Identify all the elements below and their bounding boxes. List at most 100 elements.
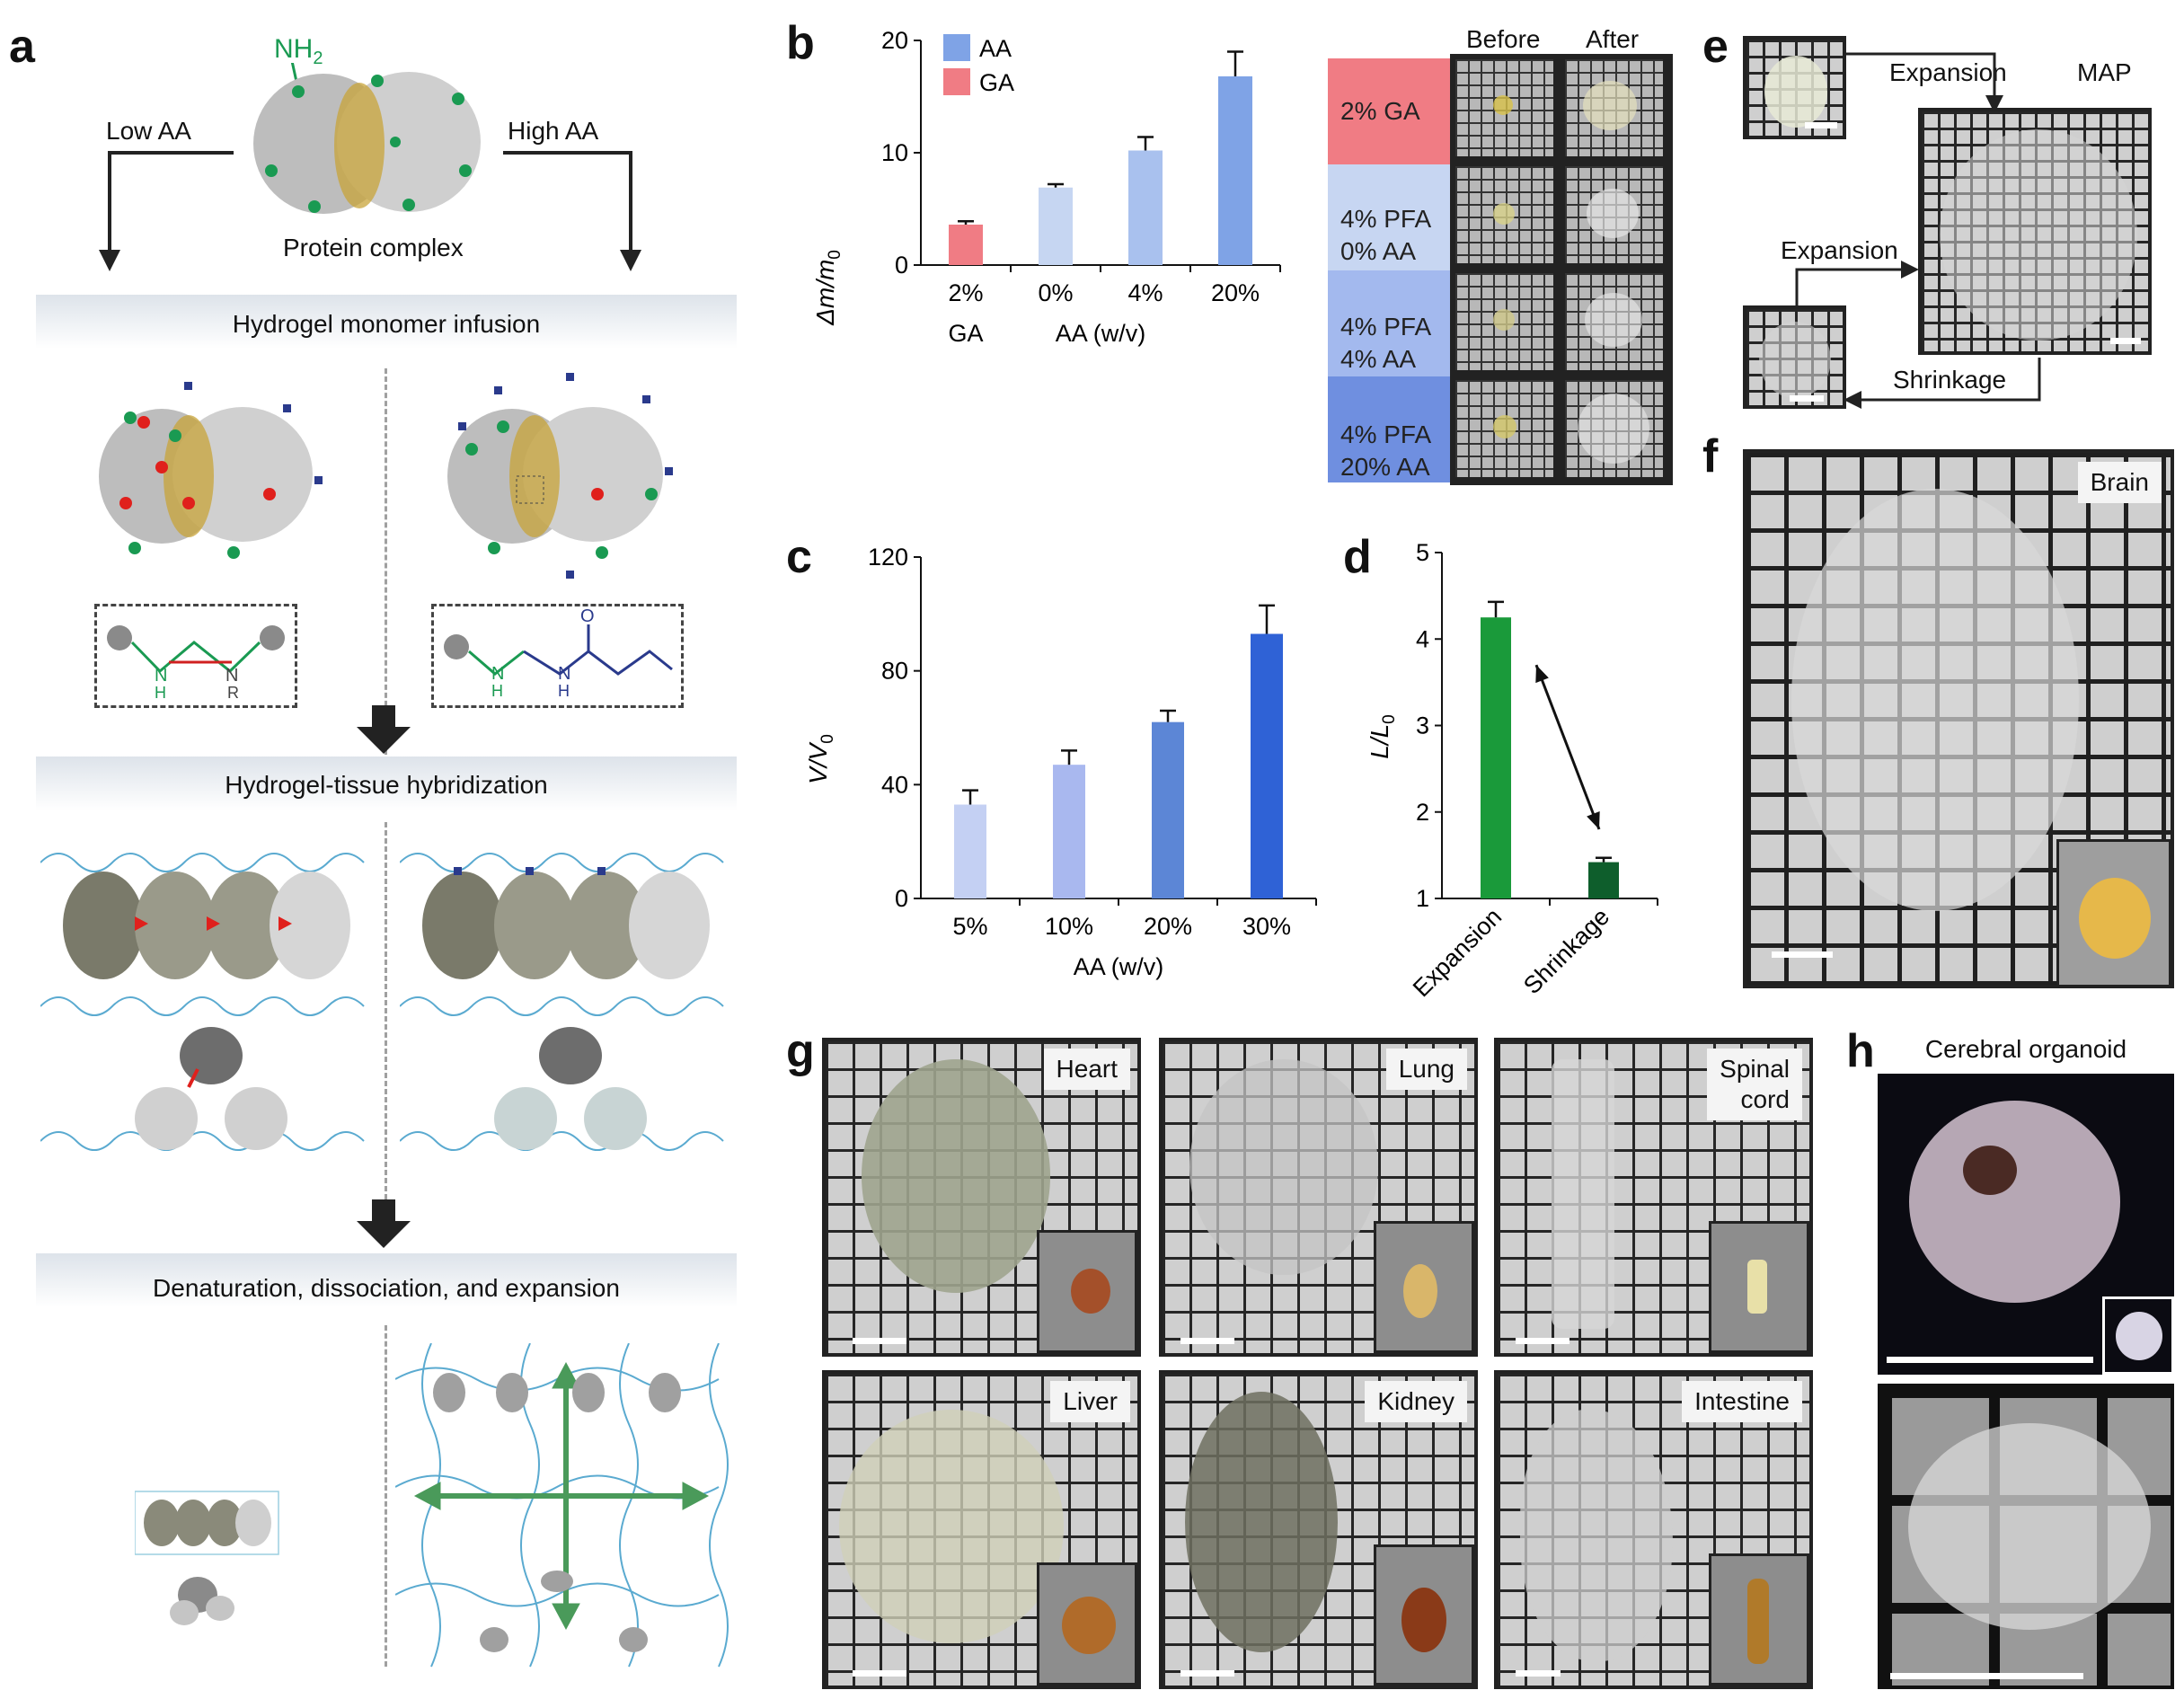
- low-aa-infusion-illustration: [99, 382, 323, 559]
- c-ytick-label: 120: [868, 544, 908, 571]
- d-bar: [1481, 617, 1511, 898]
- b-xtick-label: 4%: [1127, 279, 1163, 306]
- b-bar: [1218, 76, 1252, 265]
- low-aa-denatured-illustration: [135, 1491, 279, 1625]
- d-ytick-label: 3: [1416, 712, 1429, 739]
- chart-b: Δm/m0 0 10 20 2% 0% 4% 20% GA AA (w/v) AA GA: [811, 27, 1281, 347]
- g-spinal-cord-inset: [1709, 1221, 1809, 1353]
- g-liver-inset: [1037, 1562, 1137, 1686]
- e-expansion-top-label: Expansion: [1889, 58, 2007, 86]
- d-xtick-label: Shrinkage: [1518, 903, 1614, 999]
- condition-pfa0-bg: [1328, 164, 1454, 270]
- b-xtick-label: 20%: [1211, 279, 1260, 306]
- chart-b-ylabel: Δm/m0: [811, 250, 844, 326]
- high-aa-infusion-illustration: [447, 373, 673, 579]
- c-bar: [954, 804, 986, 898]
- b-ytick-label: 0: [895, 252, 908, 279]
- e-shrunk-tissue: [1743, 305, 1846, 409]
- c-xtick-label: 20%: [1144, 913, 1192, 940]
- c-bar: [1251, 633, 1283, 898]
- c-bar: [1152, 721, 1184, 898]
- condition-pfa20-bg: [1328, 376, 1454, 482]
- condition-label-2: 4% PFA 0% AA: [1340, 205, 1432, 265]
- high-aa-hybrid-illustration: [400, 853, 724, 1151]
- g-intestine-image: Intestine: [1494, 1370, 1813, 1689]
- chem-structure-high: N H N H O: [431, 604, 684, 708]
- d-arrowhead-start: [1535, 665, 1549, 684]
- g-kidney-inset: [1374, 1544, 1474, 1686]
- f-expanded-brain: [1791, 489, 2079, 911]
- b-ytick-label: 10: [881, 139, 908, 166]
- g-lung-image: Lung: [1159, 1038, 1478, 1357]
- panel-label-e: e: [1702, 21, 1729, 73]
- panel-a: NH2 Protein complex Low AA High AA Hydro…: [0, 0, 773, 1699]
- branch-arrows: [99, 151, 641, 271]
- panel-label-d: d: [1343, 531, 1372, 583]
- condition-pfa4-bg: [1328, 270, 1454, 376]
- h-scale-bar: [1887, 1357, 2093, 1363]
- divider-3: [385, 1325, 387, 1667]
- d-ytick-label: 5: [1416, 539, 1429, 566]
- panel-e: Expansion MAP Expansion Shrinkage: [1743, 18, 2174, 413]
- c-xlabel: AA (w/v): [1074, 953, 1164, 980]
- c-bar: [1053, 765, 1085, 898]
- d-ytick-label: 2: [1416, 799, 1429, 826]
- g-spinal-cord-label: Spinal cord: [1707, 1049, 1802, 1120]
- protein-complex-label: Protein complex: [283, 234, 464, 261]
- d-xtick-label: Expansion: [1408, 903, 1507, 1002]
- g-lung-label: Lung: [1385, 1049, 1467, 1090]
- g-liver-scale-bar: [853, 1670, 906, 1677]
- protein-complex-illustration: [253, 63, 481, 214]
- before-after-image-grid: [1450, 54, 1673, 485]
- chart-d: L/L0 1 2 3 4 5 Expansion Shrinkage: [1366, 539, 1658, 1002]
- chart-c-ylabel: V/V0: [804, 734, 837, 784]
- step-denaturation: Denaturation, dissociation, and expansio…: [153, 1274, 620, 1302]
- c-xtick-label: 10%: [1045, 913, 1093, 940]
- col-before-label: Before: [1466, 25, 1541, 53]
- g-heart-inset: [1037, 1230, 1137, 1353]
- step-band-1: [36, 295, 737, 349]
- panel-label-a: a: [9, 21, 35, 73]
- h-expanded-scale-bar: [1890, 1673, 2083, 1679]
- divider-2: [385, 822, 387, 1199]
- f-tissue-label: Brain: [2077, 462, 2162, 503]
- b-legend-swatch-ga: [943, 68, 970, 95]
- h-organoid-image: [1878, 1074, 2174, 1375]
- condition-label-1: 2% GA: [1340, 97, 1420, 125]
- b-legend-label-ga: GA: [979, 69, 1014, 96]
- panel-label-h: h: [1846, 1025, 1875, 1077]
- col-after-label: After: [1586, 25, 1640, 53]
- d-ytick-label: 4: [1416, 625, 1429, 652]
- g-heart-scale-bar: [853, 1338, 906, 1344]
- b-xtick-label: 2%: [948, 279, 983, 306]
- g-intestine-inset: [1709, 1553, 1809, 1686]
- condition-ga-bg: [1328, 58, 1454, 164]
- divider-1: [385, 368, 387, 755]
- panel-label-c: c: [786, 531, 812, 583]
- c-ytick-label: 0: [895, 885, 908, 912]
- b-xtick-label: 0%: [1038, 279, 1073, 306]
- high-aa-expanded-illustration: [395, 1343, 729, 1668]
- c-ytick-label: 40: [881, 771, 908, 798]
- b-legend-label-aa: AA: [979, 35, 1012, 62]
- g-liver-label: Liver: [1050, 1381, 1130, 1422]
- f-brain-image: Brain: [1743, 449, 2174, 988]
- g-spinal-cord-image: Spinal cord: [1494, 1038, 1813, 1357]
- b-bar: [949, 225, 983, 265]
- h-organoid-inset: [2102, 1296, 2174, 1375]
- d-double-arrow-line: [1534, 664, 1601, 830]
- b-bar: [1039, 187, 1073, 265]
- down-arrow-1: [357, 705, 411, 754]
- down-arrow-2: [357, 1199, 411, 1248]
- panel-label-g: g: [786, 1025, 815, 1077]
- b-bar: [1128, 150, 1163, 265]
- g-liver-image: Liver: [822, 1370, 1141, 1689]
- c-ytick-label: 80: [881, 658, 908, 685]
- step-band-2: [36, 757, 737, 810]
- step-band-3: [36, 1253, 737, 1307]
- high-aa-label: High AA: [508, 117, 599, 145]
- g-intestine-scale-bar: [1516, 1670, 1561, 1677]
- low-aa-label: Low AA: [106, 117, 191, 145]
- b-legend-swatch-aa: [943, 34, 970, 61]
- chart-c: V/V0 0 40 80 120 5% 10% 20% 30% AA (w/v): [804, 544, 1317, 980]
